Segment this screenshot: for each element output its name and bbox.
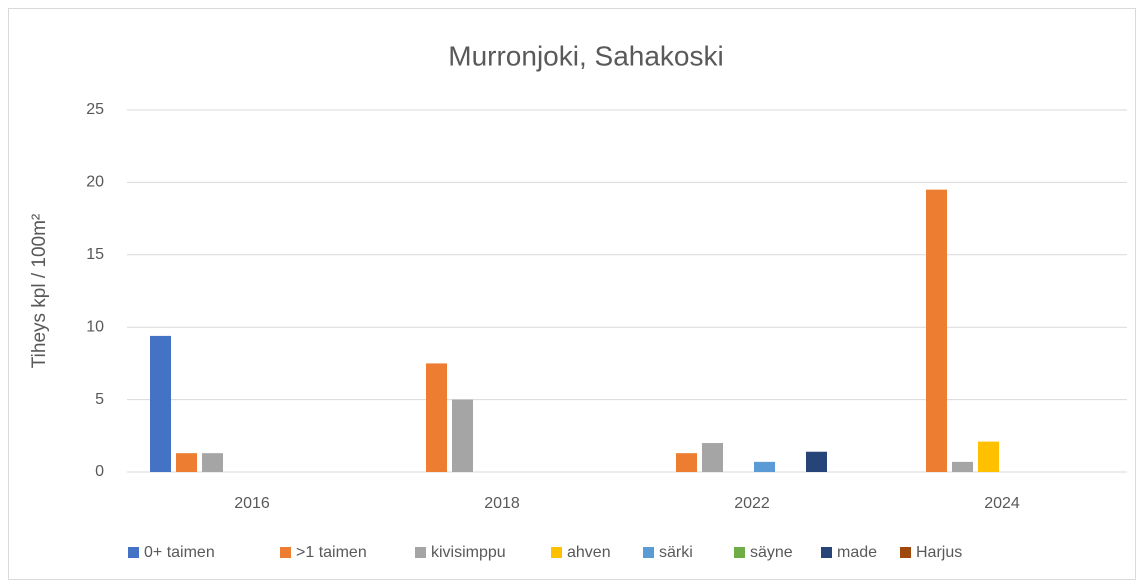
- chart-border: [8, 8, 1136, 580]
- y-tick-label: 5: [95, 391, 104, 408]
- legend-label: 0+ taimen: [144, 544, 215, 561]
- legend-label: ahven: [567, 544, 611, 561]
- legend-label: kivisimppu: [431, 544, 506, 561]
- bar: [426, 363, 447, 472]
- legend-swatch: [734, 547, 745, 558]
- legend-swatch: [643, 547, 654, 558]
- bar: [754, 461, 775, 472]
- bar: [702, 443, 723, 472]
- legend-swatch: [415, 547, 426, 558]
- legend-label: säyne: [750, 544, 793, 561]
- legend-label: Harjus: [916, 544, 962, 561]
- bar: [978, 441, 999, 472]
- bar: [176, 453, 197, 472]
- bar: [676, 453, 697, 472]
- bar: [202, 453, 223, 472]
- x-tick-label: 2018: [484, 495, 520, 512]
- bar: [806, 451, 827, 472]
- legend-label: >1 taimen: [296, 544, 367, 561]
- y-tick-label: 0: [95, 463, 104, 480]
- bar: [952, 461, 973, 472]
- bar: [150, 335, 171, 472]
- legend-swatch: [128, 547, 139, 558]
- y-tick-label: 20: [86, 174, 104, 191]
- y-tick-label: 25: [86, 101, 104, 118]
- legend-swatch: [900, 547, 911, 558]
- legend-label: made: [837, 544, 877, 561]
- bar: [926, 189, 947, 472]
- legend-label: särki: [659, 544, 693, 561]
- x-tick-label: 2024: [984, 495, 1020, 512]
- y-axis-label: Tiheys kpl / 100m²: [29, 214, 50, 369]
- y-tick-label: 10: [86, 318, 104, 335]
- x-tick-label: 2022: [734, 495, 770, 512]
- legend-swatch: [821, 547, 832, 558]
- legend-swatch: [551, 547, 562, 558]
- x-tick-label: 2016: [234, 495, 270, 512]
- y-tick-label: 15: [86, 246, 104, 263]
- bar: [452, 399, 473, 472]
- chart-title: Murronjoki, Sahakoski: [448, 40, 723, 71]
- legend-swatch: [280, 547, 291, 558]
